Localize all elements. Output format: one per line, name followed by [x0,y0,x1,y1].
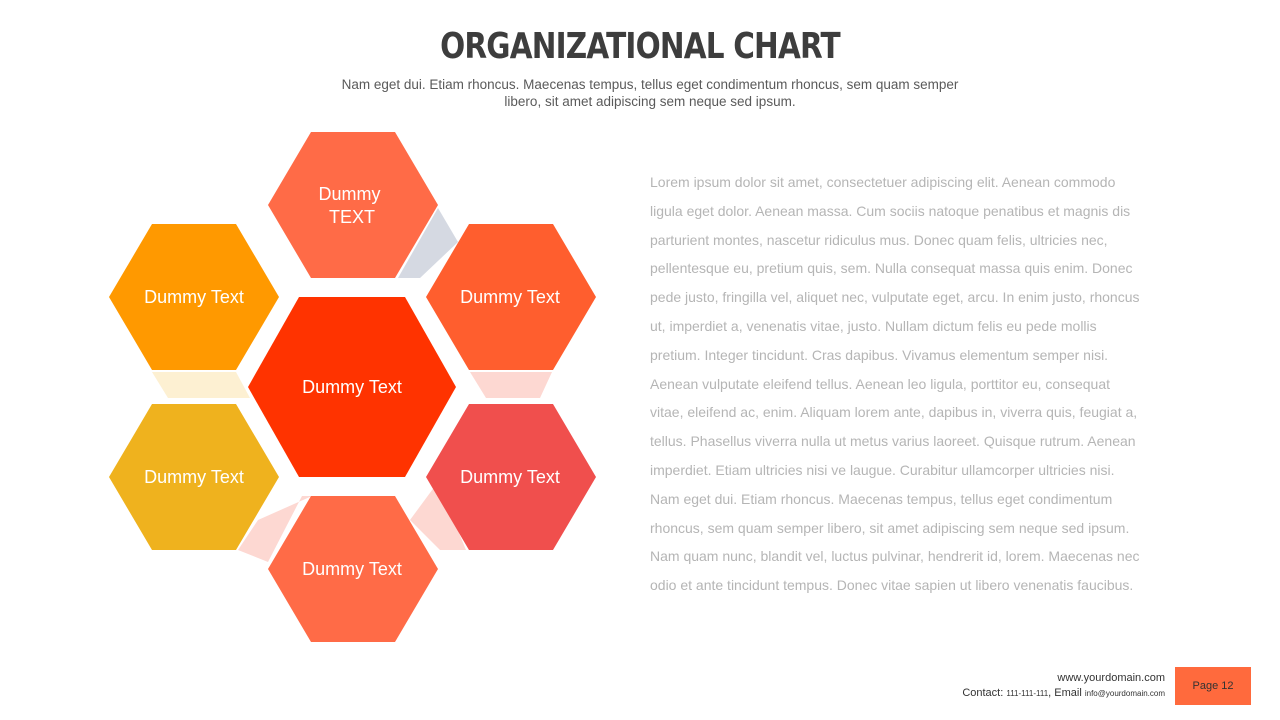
connector-upper-right-to-lower-right [470,372,552,398]
hexagon-bottom-label: Dummy Text [302,559,402,579]
connector-upper-left-to-lower-left [152,372,250,398]
contact-email[interactable]: info@yourdomain.com [1084,689,1165,698]
body-line: Nam quam nunc, blandit vel, luctus pulvi… [650,548,1140,565]
hexagon-lower-right-shape [426,404,596,550]
page-number-badge: Page 12 [1175,667,1251,705]
subtitle-line-1: Nam eget dui. Etiam rhoncus. Maecenas te… [341,77,959,92]
hexagon-lower-right-label: Dummy Text [460,467,560,487]
hexagon-top-label-line-1: Dummy [318,184,380,204]
hexagon-lower-right[interactable]: Dummy Text [426,404,596,550]
hexagon-bottom-shape [268,496,438,642]
hexagon-bottom[interactable]: Dummy Text [268,496,438,642]
hexagon-center-shape [248,297,456,477]
body-paragraph: Lorem ipsum dolor sit amet, consectetuer… [650,168,1180,600]
svg-text:Dummy TEXT: Dummy TEXT [318,184,385,227]
hexagon-lower-left[interactable]: Dummy Text [109,404,279,550]
body-line: rhoncus, sem quam semper libero, sit ame… [650,519,1130,536]
body-line: imperdiet. Etiam ultricies nisi ve laugu… [650,461,1115,478]
email-label: , Email [1048,687,1085,699]
body-line: Nam eget dui. Etiam rhoncus. Maecenas te… [650,490,1113,507]
connector-top-to-upper-right [398,208,458,278]
subtitle-line-2: libero, sit amet adipiscing sem neque se… [504,94,796,109]
body-line: Aenean vulputate eleifend tellus. Aenean… [650,375,1110,392]
hexagon-upper-left-label: Dummy Text [144,287,244,307]
body-line: pellentesque eu, pretium quis, sem. Null… [650,260,1133,277]
hexagon-upper-right-label: Dummy Text [460,287,560,307]
hexagon-upper-left[interactable]: Dummy Text [109,224,279,370]
hexagon-top-shape [268,132,438,278]
connector-lower-left-to-bottom [238,496,312,562]
hexagon-lower-left-label: Dummy Text [144,467,244,487]
page-title: ORGANIZATIONAL CHART [440,26,841,67]
hexagon-center-label: Dummy Text [302,377,402,397]
hexagon-lower-left-shape [109,404,279,550]
hexagon-org-chart: Dummy TEXT Dummy Text Dummy Text Dummy T… [109,132,596,642]
hexagon-top-label-line-2: TEXT [329,207,375,227]
body-line: parturient montes, nascetur ridiculus mu… [650,231,1108,248]
footer-website[interactable]: www.yourdomain.com [1057,672,1165,684]
footer-contact: Contact: 111-111-111, Email info@yourdom… [962,687,1165,699]
body-line: odio et ante tincidunt tempus. Donec vit… [650,577,1134,594]
body-line: pretium. Integer tincidunt. Cras dapibus… [650,346,1109,363]
page-subtitle: Nam eget dui. Etiam rhoncus. Maecenas te… [300,76,1000,110]
hexagon-upper-right[interactable]: Dummy Text [426,224,596,370]
body-line: vitae, eleifend ac, enim. Aliquam lorem … [650,404,1138,421]
body-line: ut, imperdiet a, venenatis vitae, justo.… [650,317,1097,334]
connector-bottom-to-lower-right [410,482,466,550]
hexagon-top[interactable]: Dummy TEXT [268,132,438,278]
hexagon-upper-left-shape [109,224,279,370]
contact-phone: 111-111-111 [1006,689,1049,698]
body-line: pede justo, fringilla vel, aliquet nec, … [650,289,1140,306]
hexagon-upper-right-shape [426,224,596,370]
hexagon-center[interactable]: Dummy Text [248,297,456,477]
body-line: ligula eget dolor. Aenean massa. Cum soc… [650,202,1131,219]
body-line: tellus. Phasellus viverra nulla ut metus… [650,433,1136,450]
body-line: Lorem ipsum dolor sit amet, consectetuer… [650,174,1116,190]
contact-label: Contact: [962,687,1007,699]
